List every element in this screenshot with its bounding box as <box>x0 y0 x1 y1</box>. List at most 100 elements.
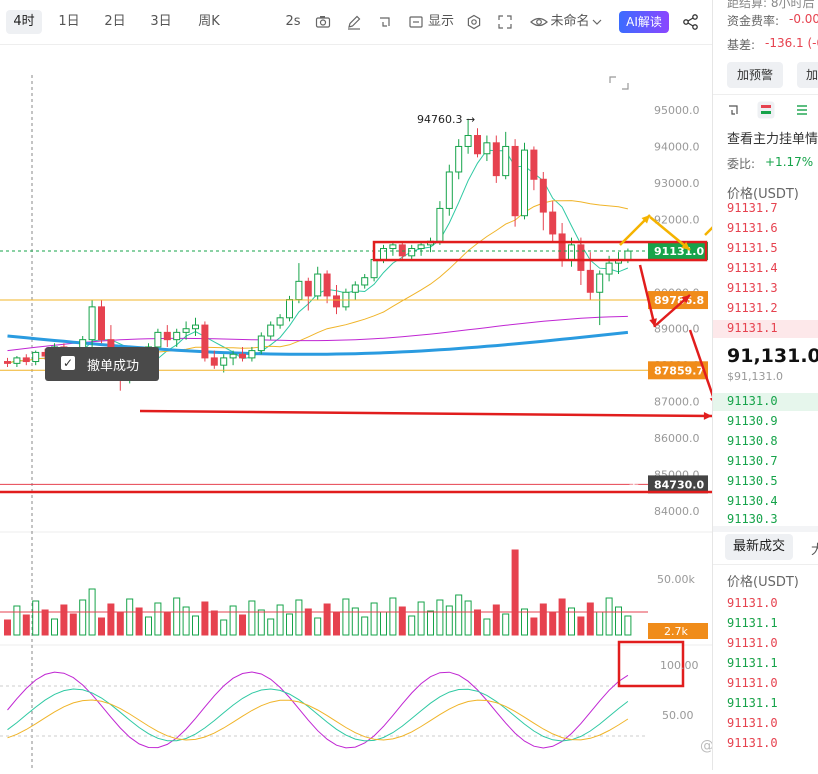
bid-row[interactable]: 91130.9 <box>727 414 778 428</box>
basis-label: 基差: <box>727 38 756 52</box>
osc-line-j <box>7 671 629 749</box>
volume-bar <box>154 602 162 636</box>
pencil-icon[interactable] <box>346 14 362 30</box>
chevron-down-icon[interactable] <box>592 18 602 26</box>
volume-bar <box>4 619 11 636</box>
candle-body <box>192 324 199 330</box>
share-icon[interactable] <box>682 13 700 31</box>
bid-row[interactable]: 91130.3 <box>727 512 778 526</box>
bid-row[interactable]: 91130.7 <box>727 454 778 468</box>
orderbook-both-icon[interactable] <box>757 101 775 119</box>
ask-row[interactable]: 91131.2 <box>727 301 778 315</box>
candle-body <box>398 244 406 257</box>
candle-body <box>605 262 613 275</box>
volume-bar <box>342 598 350 636</box>
main-orders-link[interactable]: 查看主力挂单情 <box>727 132 818 147</box>
volume-bar <box>427 610 434 636</box>
display-label[interactable]: 显示 <box>427 14 454 29</box>
last-price: 91,131.0 <box>727 345 818 367</box>
candle-body <box>577 244 585 271</box>
ask-row[interactable]: 91131.6 <box>727 221 778 235</box>
trade-row: 91131.0 <box>727 736 778 750</box>
candle-body <box>173 331 181 341</box>
volume-bar <box>41 609 49 636</box>
settings-icon[interactable] <box>466 14 482 30</box>
interval-selector[interactable]: 2s <box>285 14 301 29</box>
volume-bar <box>248 600 256 636</box>
annotation-box <box>372 240 708 262</box>
candle-body <box>511 145 519 217</box>
candle-body <box>333 295 340 308</box>
list-icon[interactable] <box>795 103 809 117</box>
tab-latest-trades[interactable]: 最新成交 <box>725 534 794 560</box>
candle-body <box>370 258 378 279</box>
candle-body <box>314 273 322 297</box>
add-alert-button[interactable]: 加预警 <box>727 62 783 88</box>
fullscreen-icon[interactable] <box>497 14 513 30</box>
price-tick-label: 86000.0 <box>654 432 700 445</box>
section-gap <box>713 526 818 532</box>
candle-body <box>295 280 303 301</box>
add-button[interactable]: 加 <box>797 62 818 88</box>
kline-chart-area[interactable]: 2.7k 95000.094000.093000.092000.091000.0… <box>0 45 766 770</box>
volume-bar <box>615 606 622 636</box>
bid-row[interactable]: 91130.8 <box>727 434 778 448</box>
candle-body <box>323 273 331 297</box>
display-icon[interactable] <box>408 14 424 30</box>
ask-row[interactable]: 91131.4 <box>727 261 778 275</box>
timeframe-2d[interactable]: 2日 <box>104 14 126 29</box>
ask-row[interactable]: 91131.1 <box>727 321 778 335</box>
ask-depth-bar <box>713 320 818 338</box>
candle-body <box>351 284 359 293</box>
volume-bar <box>323 603 331 636</box>
funding-rate-value: -0.00 <box>789 12 818 26</box>
timeframe-week[interactable]: 周K <box>198 14 220 29</box>
ask-row[interactable]: 91131.3 <box>727 281 778 295</box>
volume-bar <box>79 599 87 636</box>
candle-body <box>163 331 171 341</box>
bid-row[interactable]: 91130.5 <box>727 474 778 488</box>
candle-body <box>88 306 96 341</box>
expand-icon <box>609 76 629 90</box>
level-tag-text: 84730.0 <box>654 478 704 491</box>
candle-body <box>22 357 30 363</box>
eye-icon[interactable] <box>530 14 548 30</box>
reset-icon[interactable] <box>377 14 393 30</box>
volume-bar <box>539 603 547 636</box>
osc-line-d <box>7 699 629 741</box>
ask-row[interactable]: 91131.7 <box>727 201 778 215</box>
bid-depth-bar <box>713 393 818 411</box>
bid-row[interactable]: 91130.4 <box>727 494 778 508</box>
camera-icon[interactable] <box>315 14 331 30</box>
bid-row[interactable]: 91131.0 <box>727 394 778 408</box>
plus-icon: + <box>628 477 640 493</box>
divider <box>713 564 818 565</box>
price-tick-label: 87000.0 <box>654 396 700 409</box>
level-tag <box>648 475 708 494</box>
reset-icon[interactable] <box>727 103 741 117</box>
volume-bar <box>314 617 322 636</box>
timeframe-1d[interactable]: 1日 <box>58 14 80 29</box>
volume-bar <box>577 616 585 636</box>
volume-bar <box>436 599 444 636</box>
candle-body <box>624 250 632 260</box>
annotation-arrow-head <box>641 215 650 224</box>
volume-bar <box>455 594 463 636</box>
ai-analyze-button[interactable]: AI解读 <box>619 11 669 33</box>
timeframe-4h[interactable]: 4时 <box>6 10 42 34</box>
volume-bar <box>69 613 77 636</box>
price-tick-label: 84000.0 <box>654 505 700 518</box>
volume-bar <box>295 599 303 636</box>
timeframe-3d[interactable]: 3日 <box>150 14 172 29</box>
candle-body <box>539 178 547 213</box>
ask-row[interactable]: 91131.5 <box>727 241 778 255</box>
template-selector[interactable]: 未命名 <box>550 14 590 29</box>
tab-large-trades[interactable]: 大 <box>811 543 818 558</box>
annotation-arrow <box>649 216 691 251</box>
annotation-arrow <box>704 174 766 236</box>
volume-bar <box>304 608 312 636</box>
candle-body <box>558 233 566 260</box>
volume-bar <box>267 618 275 636</box>
volume-bar <box>107 603 115 636</box>
kline-chart-svg[interactable]: 2.7k 95000.094000.093000.092000.091000.0… <box>0 45 766 770</box>
